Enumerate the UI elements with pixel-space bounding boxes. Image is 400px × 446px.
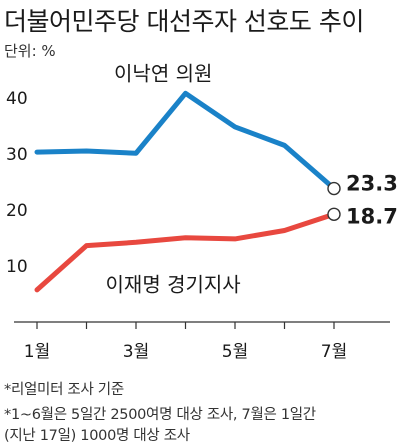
y-tick-label: 10 [6,257,28,277]
end-value-label-1: 23.3 [346,172,398,196]
y-axis: 10 20 30 40 [6,89,28,277]
x-tick-label: 5월 [222,342,248,362]
y-tick-label: 20 [6,201,28,221]
end-value-label-2: 18.7 [346,204,398,228]
note-source: *리얼미터 조사 기준 [4,382,124,398]
line-chart: 10 20 30 40 1월 3월 5월 7월 23.3 이낙연 의원 18.7 이재명 경기지사 [6,62,398,362]
end-point-marker-1 [327,181,341,196]
y-tick-label: 30 [6,145,28,165]
series-layer: 23.3 이낙연 의원 18.7 이재명 경기지사 [34,62,398,297]
y-tick-label: 40 [6,89,28,109]
x-axis: 1월 3월 5월 7월 [14,321,390,362]
note-method-2: (지난 17일) 1000명 대상 조사 [4,428,190,444]
x-tick-label: 3월 [123,342,149,362]
end-point-marker-2 [327,207,341,221]
x-tick-label: 7월 [321,342,347,362]
note-method-1: *1~6월은 5일간 2500여명 대상 조사, 7월은 1일간 [4,407,316,423]
series-line-2 [34,211,337,293]
x-tick-label: 1월 [24,342,50,362]
series-line-1 [34,90,337,192]
chart-title: 더불어민주당 대선주자 선호도 추이 [4,7,364,36]
series-name-label-1: 이낙연 의원 [114,62,212,86]
series-name-label-2: 이재명 경기지사 [106,273,241,297]
unit-label: 단위: % [4,42,56,60]
